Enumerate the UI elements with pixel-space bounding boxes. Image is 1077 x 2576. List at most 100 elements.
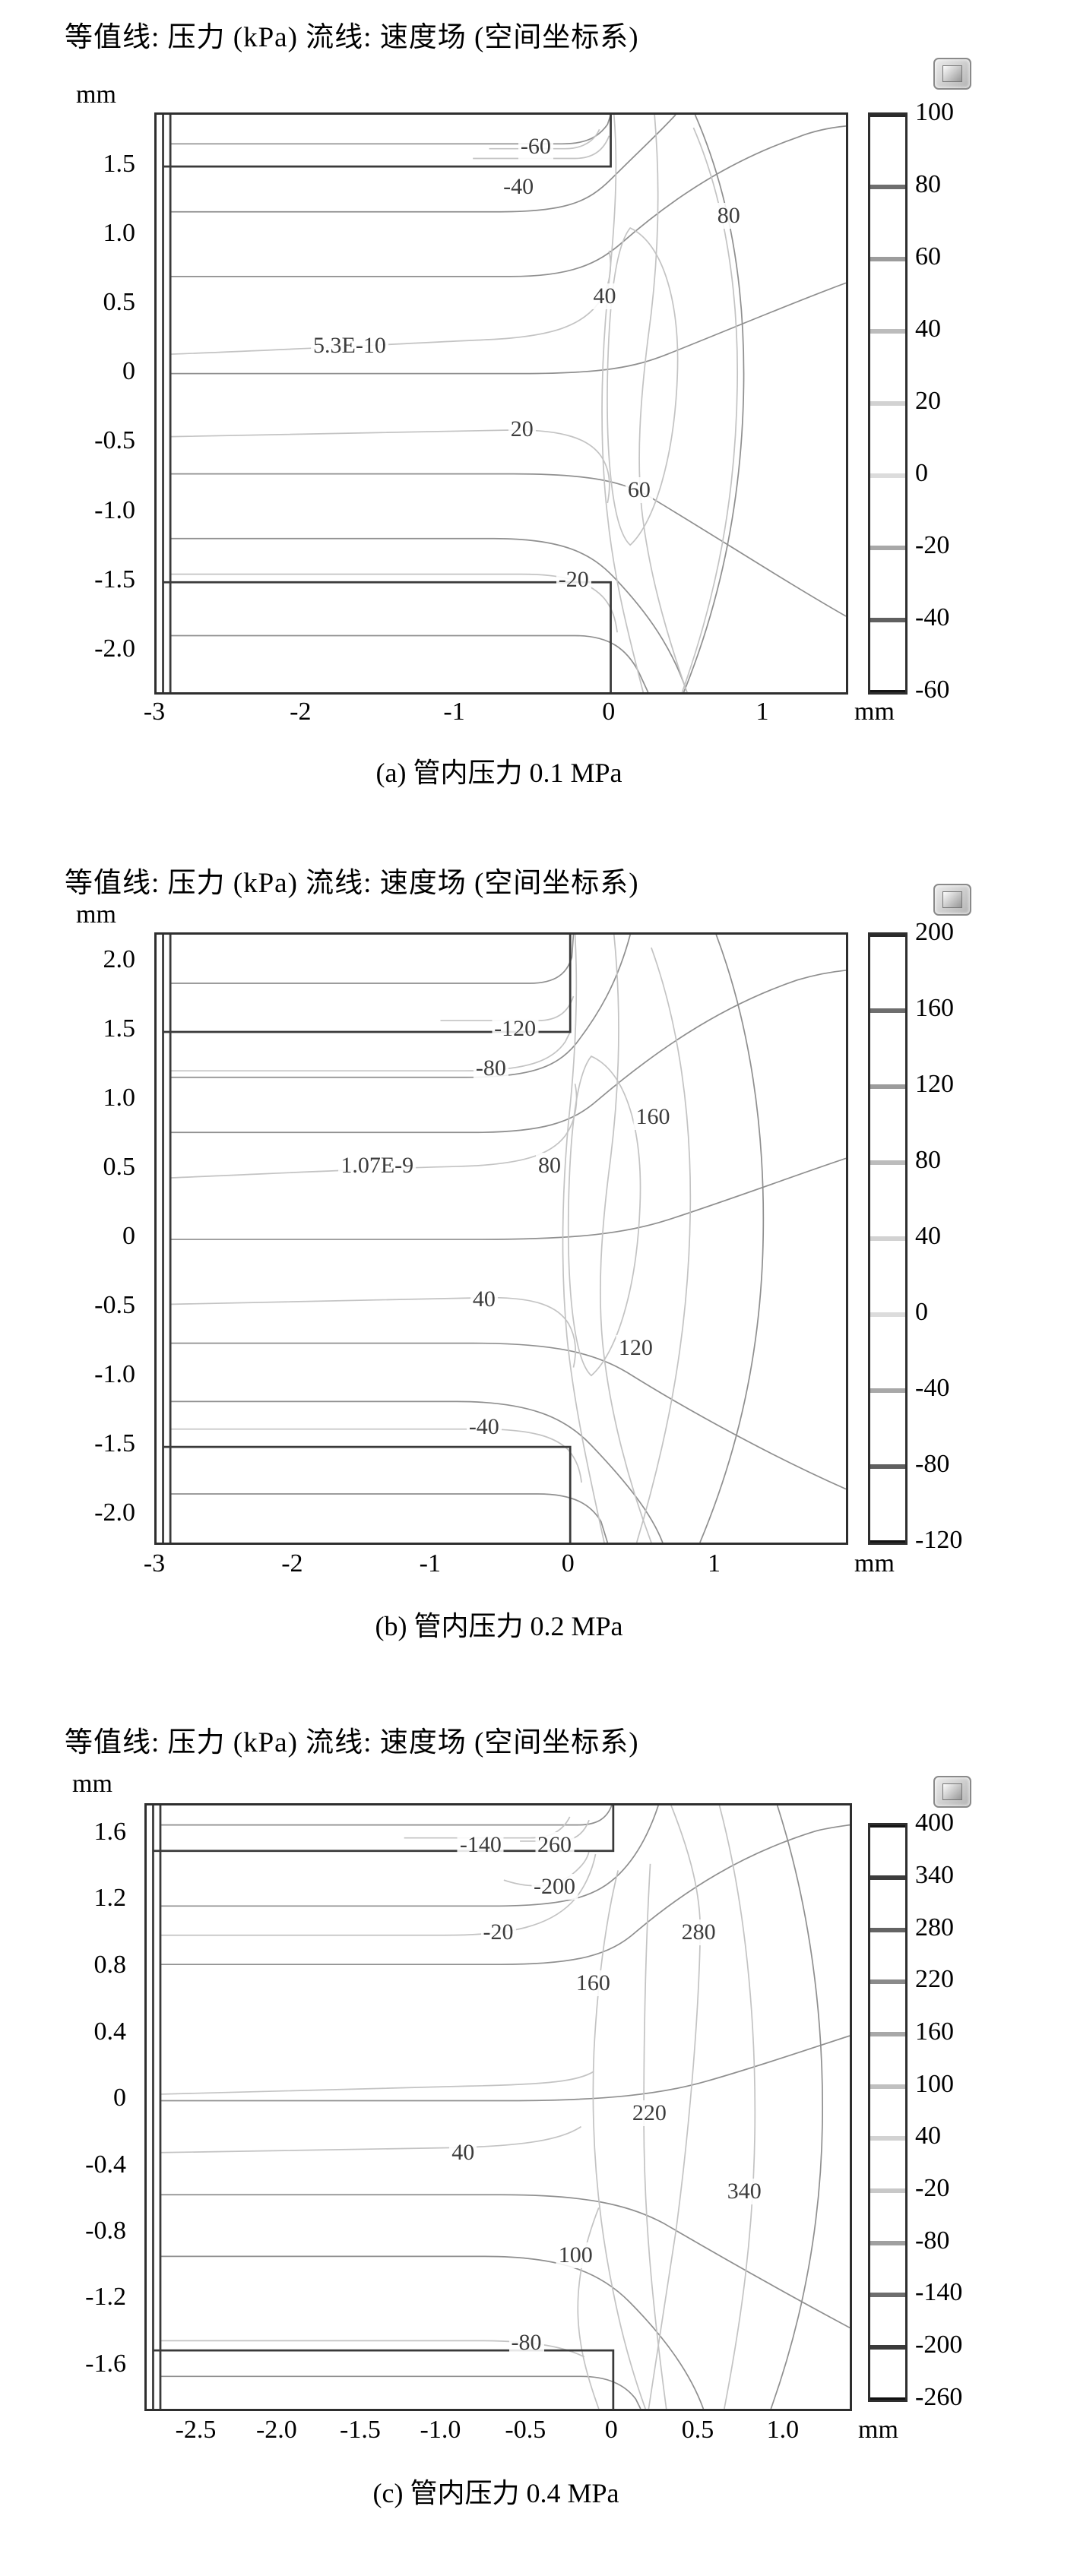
colorbar-tick: 100 — [915, 98, 954, 126]
contour-label: -140 — [457, 1831, 504, 1858]
colorbar-tick: 0 — [915, 1298, 928, 1326]
colorbar-level-mark — [870, 1540, 905, 1543]
plot-group-cube-icon — [933, 1776, 971, 1808]
colorbar-labels: 100 80 60 40 20 0 -20 -40 -60 — [915, 98, 1022, 704]
x-tick: 1.0 — [766, 2416, 800, 2444]
colorbar-level-mark — [870, 1312, 905, 1317]
x-axis-unit: mm — [854, 1549, 895, 1578]
x-tick: -2.0 — [255, 2416, 297, 2444]
y-tick: -1.5 — [94, 1429, 135, 1457]
panel-b: 等值线: 压力 (kPa) 流线: 速度场 (空间坐标系) mm 2.0 1.5… — [0, 811, 1077, 1654]
contour-streamline-canvas — [162, 115, 846, 692]
colorbar-level-mark — [870, 115, 905, 117]
colorbar-tick: 40 — [915, 2122, 941, 2150]
colorbar-tick: 100 — [915, 2069, 954, 2098]
caption: (c) 管内压力 0.4 MPa — [372, 2478, 619, 2508]
colorbar-level-mark — [870, 2032, 905, 2037]
colorbar-tick: -80 — [915, 1450, 950, 1478]
y-tick: -1.5 — [94, 565, 135, 593]
y-tick: 0.5 — [103, 288, 136, 317]
x-tick: 0 — [561, 1549, 575, 1578]
x-axis-unit: mm — [858, 2416, 898, 2444]
colorbar-level-mark — [870, 2240, 905, 2245]
colorbar-level-mark — [870, 618, 905, 622]
plot-group-cube-icon — [933, 884, 971, 916]
y-axis-unit: mm — [76, 900, 116, 929]
colorbar-tick: -20 — [915, 2173, 950, 2202]
x-tick: -1 — [419, 1549, 441, 1578]
x-tick: 0 — [604, 2416, 618, 2444]
colorbar — [868, 932, 908, 1545]
y-tick: 0.8 — [93, 1950, 127, 1979]
contour-label: 40 — [591, 283, 619, 310]
contour-label: 40 — [470, 1286, 498, 1312]
caption: (a) 管内压力 0.1 MPa — [375, 758, 622, 788]
x-tick: -1.5 — [340, 2416, 381, 2444]
y-tick: -1.0 — [94, 1359, 135, 1388]
y-tick: 2.0 — [103, 945, 136, 973]
contour-label: 340 — [724, 2179, 764, 2205]
colorbar-level-mark — [870, 185, 905, 189]
contour-label: 160 — [633, 1104, 673, 1130]
y-tick: 1.5 — [103, 1014, 136, 1043]
contour-label: 160 — [573, 1970, 613, 1997]
colorbar-tick: 40 — [915, 1222, 941, 1250]
y-tick: 0 — [122, 357, 135, 386]
colorbar-tick: 80 — [915, 170, 941, 198]
y-tick: 0.4 — [93, 2017, 127, 2046]
y-tick: -0.5 — [94, 426, 135, 455]
colorbar-level-mark — [870, 1084, 905, 1089]
contour-label: 100 — [556, 2242, 595, 2268]
x-tick: 0.5 — [681, 2416, 714, 2444]
contour-label: 40 — [449, 2139, 477, 2166]
plot-title: 等值线: 压力 (kPa) 流线: 速度场 (空间坐标系) — [65, 868, 639, 899]
colorbar-tick: 80 — [915, 1146, 941, 1174]
x-tick: 1 — [755, 698, 769, 726]
colorbar-level-mark — [870, 1825, 905, 1828]
x-tick: -1 — [443, 698, 465, 726]
y-tick: -0.8 — [85, 2216, 126, 2245]
contour-label: 80 — [714, 203, 743, 229]
contour-label: 80 — [535, 1153, 563, 1179]
colorbar-tick: 340 — [915, 1860, 954, 1889]
colorbar-tick: -60 — [915, 676, 950, 704]
plot-title: 等值线: 压力 (kPa) 流线: 速度场 (空间坐标系) — [65, 22, 639, 53]
plot-title: 等值线: 压力 (kPa) 流线: 速度场 (空间坐标系) — [65, 1727, 639, 1758]
colorbar-level-mark — [870, 1927, 905, 1932]
y-tick: -1.2 — [85, 2283, 126, 2312]
colorbar-level-mark — [870, 257, 905, 261]
colorbar-tick: -260 — [915, 2383, 963, 2411]
colorbar-tick: 60 — [915, 242, 941, 271]
colorbar-tick: 120 — [915, 1070, 954, 1098]
colorbar-level-mark — [870, 1979, 905, 1985]
contour-streamline-canvas — [152, 1805, 850, 2409]
colorbar-level-mark — [870, 690, 905, 692]
colorbar-labels: 200 160 120 80 40 0 -40 -80 -120 — [915, 918, 1022, 1554]
x-axis: -2.5 -2.0 -1.5 -1.0 -0.5 0 0.5 1.0 mm — [144, 2416, 898, 2451]
colorbar-level-mark — [870, 1875, 905, 1880]
colorbar-level-mark — [870, 473, 905, 478]
colorbar-tick: 400 — [915, 1809, 954, 1837]
colorbar-tick: 40 — [915, 315, 941, 343]
x-tick: 0 — [602, 698, 616, 726]
colorbar-labels: 400 340 280 220 160 100 40 -20 -80 -140 … — [915, 1809, 1022, 2411]
y-tick: 1.0 — [103, 1084, 136, 1112]
colorbar-tick: 160 — [915, 994, 954, 1022]
y-tick: -0.5 — [94, 1291, 135, 1320]
plot-area: -120 -80 160 1.07E-9 80 40 120 -40 — [154, 932, 848, 1545]
plot-group-cube-icon — [933, 58, 971, 90]
colorbar-tick: -80 — [915, 2226, 950, 2255]
contour-label: 120 — [616, 1335, 655, 1361]
colorbar-level-mark — [870, 935, 905, 937]
panel-c: 等值线: 压力 (kPa) 流线: 速度场 (空间坐标系) mm 1.6 1.2… — [0, 1654, 1077, 2576]
y-tick: 1.5 — [103, 149, 136, 178]
caption: (b) 管内压力 0.2 MPa — [375, 1611, 623, 1641]
colorbar-level-mark — [870, 2345, 905, 2350]
colorbar-tick: 280 — [915, 1913, 954, 1941]
contour-label: -20 — [480, 1919, 516, 1945]
y-axis: 1.6 1.2 0.8 0.4 0 -0.4 -0.8 -1.2 -1.6 — [15, 1803, 135, 2407]
contour-label: 1.07E-9 — [338, 1153, 417, 1179]
contour-label: -120 — [492, 1016, 539, 1042]
colorbar — [868, 1823, 908, 2402]
colorbar-tick: 200 — [915, 918, 954, 946]
